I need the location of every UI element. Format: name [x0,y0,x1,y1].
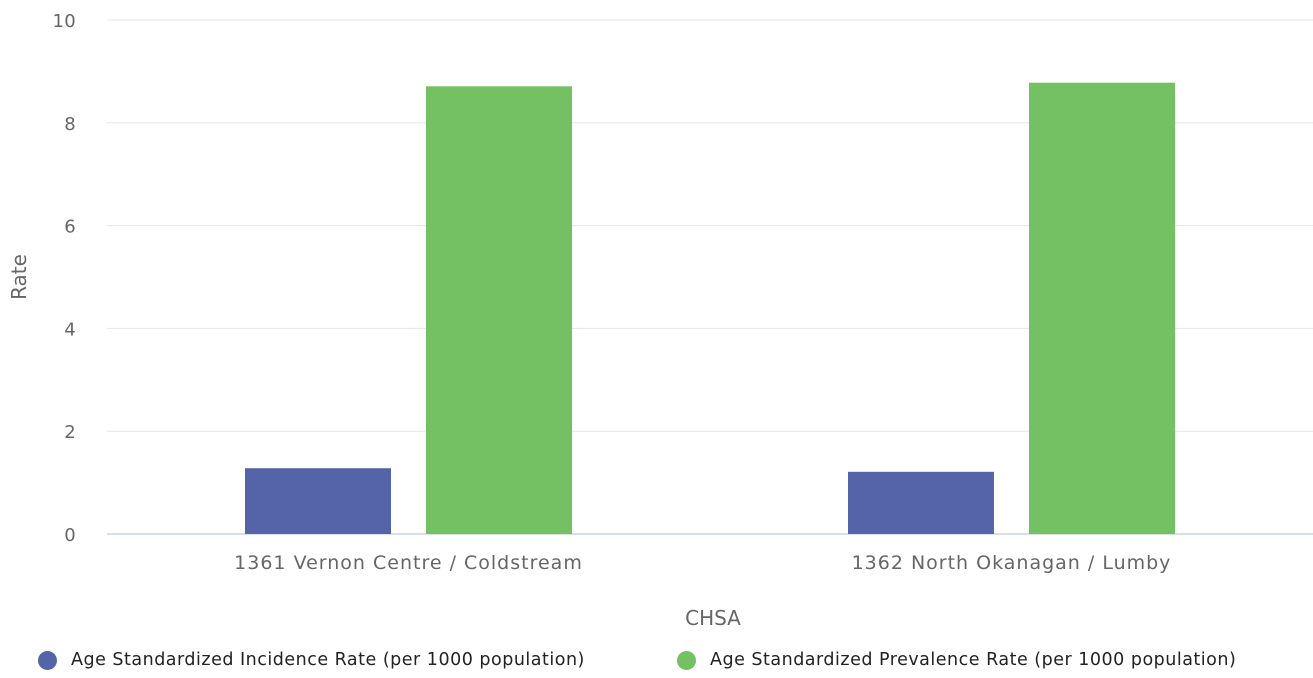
y-tick-label: 4 [64,319,76,340]
legend: Age Standardized Incidence Rate (per 100… [0,650,1313,678]
y-tick-label: 10 [52,11,76,32]
y-axis-ticks: 0 2 4 6 8 10 [52,11,76,546]
legend-item-incidence[interactable]: Age Standardized Incidence Rate (per 100… [38,650,585,670]
legend-marker-prevalence [677,650,696,670]
legend-marker-incidence [38,650,57,670]
bar-prevalence-1[interactable] [426,86,572,534]
bars [245,82,1175,534]
x-axis-title: CHSA [685,606,741,630]
legend-item-prevalence[interactable]: Age Standardized Prevalence Rate (per 10… [677,650,1236,670]
y-tick-label: 8 [64,114,76,135]
bar-prevalence-2[interactable] [1029,82,1175,534]
x-tick-label: 1362 North Okanagan / Lumby [852,552,1172,574]
x-tick-label: 1361 Vernon Centre / Coldstream [234,552,583,574]
bar-incidence-2[interactable] [848,471,994,534]
legend-label-prevalence: Age Standardized Prevalence Rate (per 10… [710,650,1237,670]
legend-label-incidence: Age Standardized Incidence Rate (per 100… [71,650,585,670]
y-tick-label: 2 [64,422,76,443]
bar-incidence-1[interactable] [245,468,391,534]
x-axis-ticks: 1361 Vernon Centre / Coldstream 1362 Nort… [234,552,1172,574]
y-axis-title: Rate [7,254,31,300]
y-tick-label: 6 [64,217,76,238]
y-tick-label: 0 [64,525,76,546]
